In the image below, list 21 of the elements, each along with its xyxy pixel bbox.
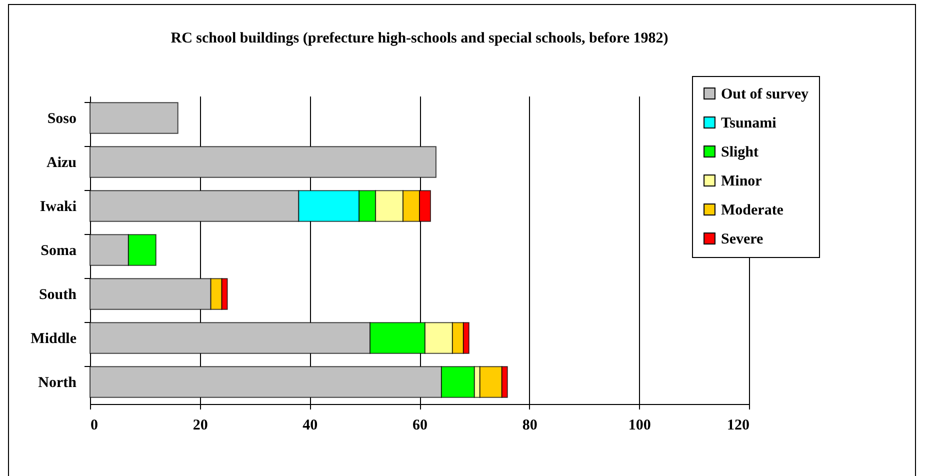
- x-tick-label: 40: [302, 418, 318, 434]
- x-tick-label: 20: [192, 418, 208, 434]
- y-tick-label: Aizu: [46, 155, 76, 171]
- x-tick-label: 100: [628, 418, 651, 434]
- legend-label: Severe: [721, 232, 764, 248]
- y-tick-label: Soma: [40, 243, 77, 259]
- x-tick-label: 0: [90, 418, 98, 434]
- x-tick-label: 80: [522, 418, 538, 434]
- x-tick-label: 120: [727, 418, 750, 434]
- y-tick-label: North: [38, 375, 78, 391]
- y-tick-label: Middle: [30, 331, 77, 347]
- legend-label: Tsunami: [721, 116, 776, 132]
- x-tick-label: 60: [412, 418, 428, 434]
- y-tick-label: South: [38, 287, 78, 303]
- legend-label: Out of survey: [721, 86, 809, 102]
- y-tick-label: Iwaki: [40, 199, 76, 215]
- y-tick-label: Soso: [47, 111, 76, 127]
- legend-label: Minor: [721, 174, 762, 190]
- legend-label: Moderate: [721, 202, 784, 218]
- chart-title: RC school buildings (prefecture high-schools and special schools, before 1982): [170, 30, 668, 46]
- legend-label: Slight: [721, 144, 759, 160]
